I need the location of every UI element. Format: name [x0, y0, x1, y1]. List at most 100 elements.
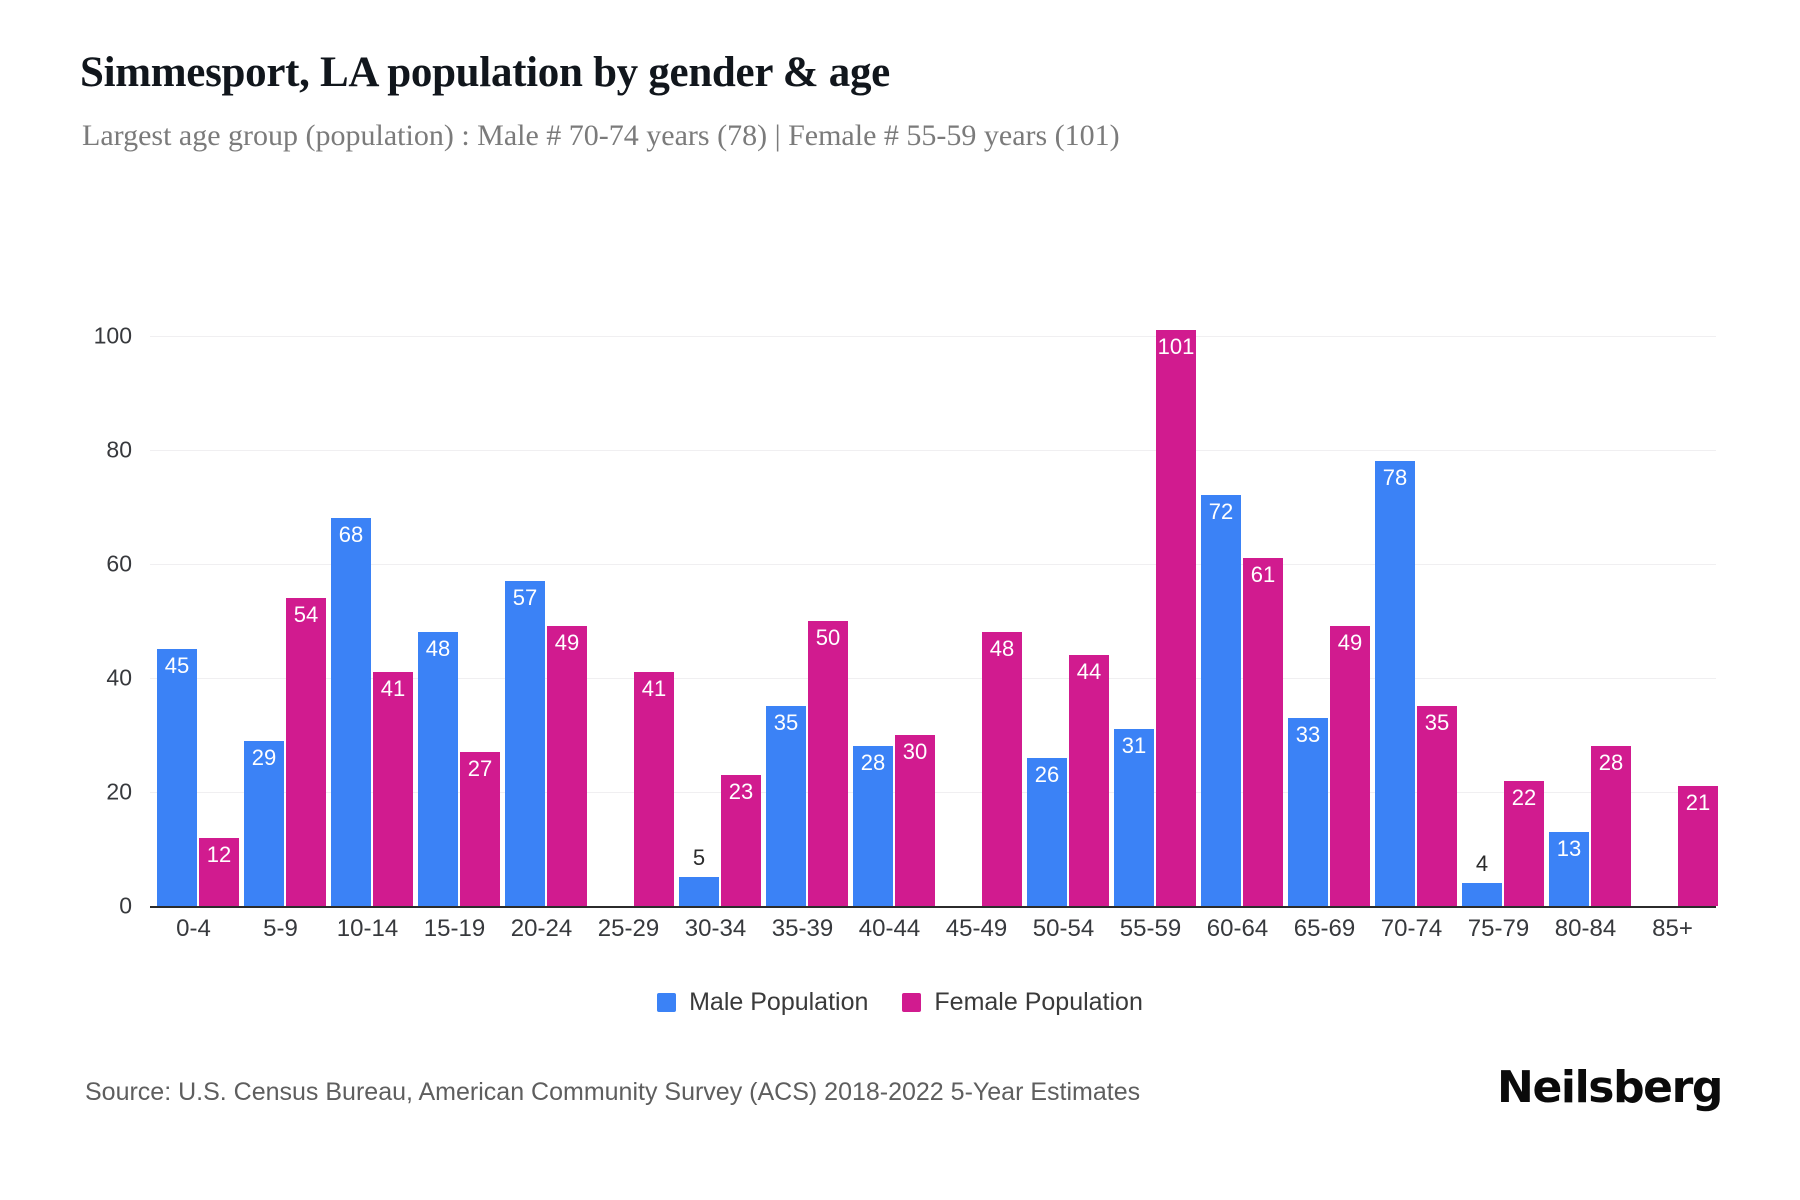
bar-male[interactable]: 48 — [418, 632, 458, 906]
bar-female[interactable]: 12 — [199, 837, 239, 906]
x-tick-label: 20-24 — [510, 915, 573, 942]
x-tick-label: 25-29 — [597, 915, 660, 942]
bar-value-label: 101 — [1157, 333, 1195, 359]
bar-group: 4 22 — [1455, 307, 1544, 906]
bar-male[interactable]: 31 — [1114, 729, 1154, 906]
bar-female[interactable]: 61 — [1243, 558, 1283, 906]
bar-value-label: 23 — [728, 778, 754, 804]
bar-male[interactable]: 45 — [157, 649, 197, 906]
bar-male[interactable]: 5 — [679, 847, 719, 906]
bar-value-label: 26 — [1034, 761, 1060, 787]
y-axis: 0 20 40 60 80 100 — [60, 307, 132, 918]
bar-value-label: 61 — [1250, 562, 1276, 588]
x-axis-line — [150, 906, 1716, 908]
bar-male[interactable]: 29 — [244, 740, 284, 906]
y-tick-label: 60 — [106, 550, 132, 577]
x-tick-label: 0-4 — [176, 915, 211, 942]
bar-male[interactable]: 26 — [1027, 757, 1067, 906]
legend-label: Female Population — [934, 988, 1143, 1016]
bar-value-label: 49 — [1337, 630, 1363, 656]
bar-group: 72 61 — [1194, 307, 1283, 906]
x-tick-label: 45-49 — [945, 915, 1008, 942]
x-tick-label: 10-14 — [336, 915, 399, 942]
bar-male[interactable]: 72 — [1201, 495, 1241, 906]
bar-female[interactable]: 21 — [1678, 786, 1718, 906]
bar-female[interactable]: 54 — [286, 597, 326, 906]
bar-female[interactable]: 22 — [1504, 780, 1544, 906]
bar-group: 35 50 — [759, 307, 848, 906]
bar-value-label: 30 — [902, 738, 928, 764]
bar-female[interactable]: 48 — [982, 632, 1022, 906]
bar-group: 45 12 — [150, 307, 239, 906]
bars-layer: 45 12 29 54 68 41 48 27 57 49 41 5 23 35 50 28 30 48 26 44 3… — [150, 307, 1718, 906]
bar-male[interactable]: 33 — [1288, 717, 1328, 906]
bar-female[interactable]: 35 — [1417, 706, 1457, 906]
bar-value-label: 41 — [380, 676, 406, 702]
bar-value-label: 72 — [1208, 499, 1234, 525]
x-tick-label: 30-34 — [684, 915, 747, 942]
gridline — [150, 563, 1716, 565]
bar-value-label: 21 — [1685, 790, 1711, 816]
x-tick-label: 70-74 — [1380, 915, 1443, 942]
brand-logo: Neilsberg — [1497, 1062, 1723, 1113]
bar-female[interactable]: 50 — [808, 620, 848, 906]
bar-value-label: 35 — [1424, 710, 1450, 736]
bar-group: 68 41 — [324, 307, 413, 906]
bar-male[interactable]: 4 — [1462, 853, 1502, 906]
legend-item[interactable]: Female Population — [902, 988, 1143, 1017]
bar-value-label: 45 — [164, 653, 190, 679]
page-title: Simmesport, LA population by gender & ag… — [80, 49, 890, 96]
x-tick-label: 60-64 — [1206, 915, 1269, 942]
bar-female[interactable]: 41 — [634, 672, 674, 906]
gridline — [150, 677, 1716, 679]
bar-male[interactable]: 28 — [853, 746, 893, 906]
bar-male[interactable]: 68 — [331, 518, 371, 906]
bar-value-label: 57 — [512, 584, 538, 610]
bar-group: 28 30 — [846, 307, 935, 906]
bar-female[interactable]: 41 — [373, 672, 413, 906]
legend-swatch-female — [902, 993, 922, 1012]
bar-group: 26 44 — [1020, 307, 1109, 906]
bar-value-label: 31 — [1121, 733, 1147, 759]
x-tick-label: 5-9 — [263, 915, 298, 942]
bar-value-label: 48 — [425, 636, 451, 662]
bar-female[interactable]: 44 — [1069, 655, 1109, 906]
chart-legend: Male Population Female Population — [0, 988, 1800, 1017]
x-tick-label: 15-19 — [423, 915, 486, 942]
bar-value-label: 44 — [1076, 659, 1102, 684]
bar-female[interactable]: 27 — [460, 751, 500, 906]
bar-value-label: 50 — [815, 624, 841, 650]
y-tick-label: 0 — [119, 892, 132, 919]
bar-group: 13 28 — [1542, 307, 1631, 906]
bar-female[interactable]: 28 — [1591, 746, 1631, 906]
bar-value-label: 13 — [1556, 835, 1582, 861]
bar-value-label: 33 — [1295, 721, 1321, 747]
bar-female[interactable]: 23 — [721, 774, 761, 906]
legend-item[interactable]: Male Population — [657, 988, 868, 1017]
bar-male[interactable]: 35 — [766, 706, 806, 906]
bar-female[interactable]: 30 — [895, 734, 935, 906]
x-tick-label: 75-79 — [1467, 915, 1530, 942]
chart-subtitle: Largest age group (population) : Male # … — [82, 119, 1120, 152]
x-tick-label: 65-69 — [1293, 915, 1356, 942]
bar-value-label: 78 — [1382, 465, 1408, 491]
bar-value-label: 28 — [1598, 750, 1624, 776]
bar-group: 48 — [933, 307, 1022, 906]
bar-group: 5 23 — [672, 307, 761, 906]
bar-male[interactable]: 57 — [505, 580, 545, 906]
bar-value-label: 4 — [1475, 851, 1489, 877]
bar-female[interactable]: 101 — [1156, 329, 1196, 906]
bar-female[interactable]: 49 — [1330, 626, 1370, 906]
y-tick-label: 80 — [106, 436, 132, 463]
bar-value-label: 35 — [773, 710, 799, 736]
bar-male[interactable]: 13 — [1549, 831, 1589, 906]
bar-value-label: 22 — [1511, 784, 1537, 810]
bar-female[interactable]: 49 — [547, 626, 587, 906]
bar-group: 29 54 — [237, 307, 326, 906]
bar-male[interactable]: 78 — [1375, 461, 1415, 906]
bar-value-label: 48 — [989, 636, 1015, 662]
legend-swatch-male — [657, 993, 677, 1012]
bar-group: 57 49 — [498, 307, 587, 906]
bar-value-label: 54 — [293, 601, 319, 627]
legend-label: Male Population — [689, 988, 869, 1016]
